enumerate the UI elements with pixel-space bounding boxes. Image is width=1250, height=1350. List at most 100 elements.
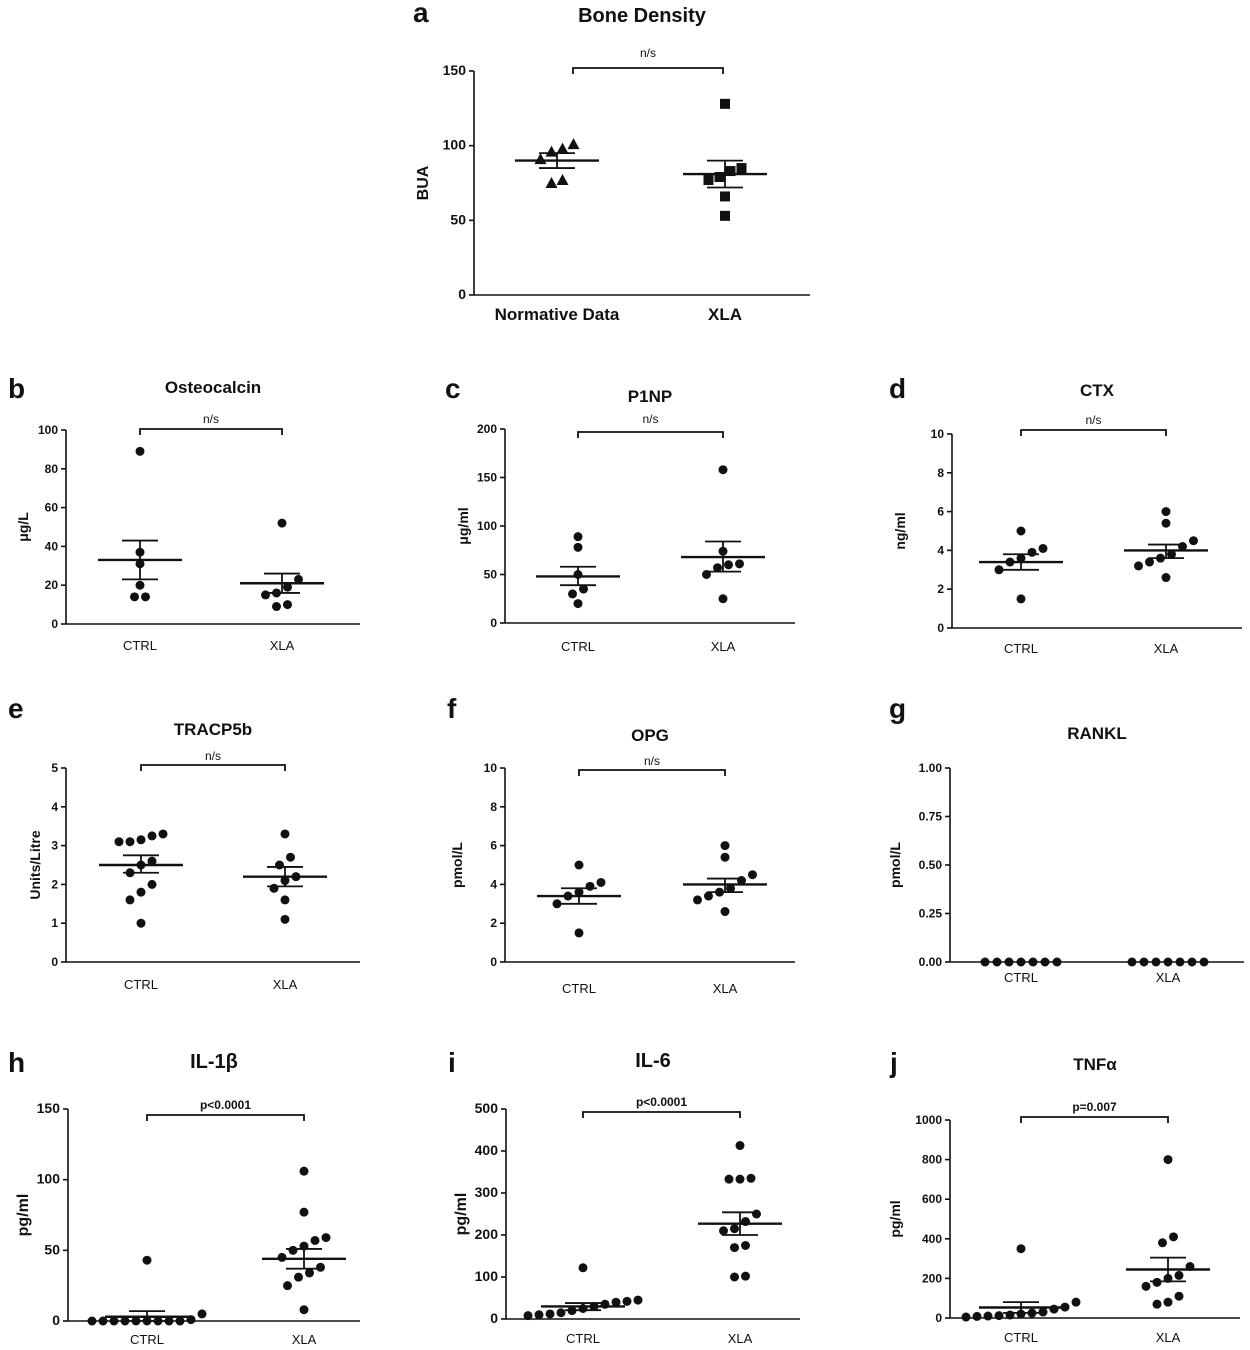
y-axis-label: BUA [415,165,432,200]
x-tick-label: XLA [1156,970,1181,985]
y-tick-label: 50 [44,1241,60,1257]
chart-title: OPG [631,726,669,745]
data-point [120,1316,130,1326]
panel-h: h IL-1β 0 50 100 150 pg/ml CTRL XLA p<0.0001 [8,1047,360,1347]
significance-bracket [582,1111,741,1118]
data-point [1016,526,1026,536]
significance-label: p<0.0001 [200,1098,251,1112]
y-tick-label: 0 [490,955,497,969]
data-point [299,1305,309,1315]
y-tick-label: 50 [484,568,498,582]
y-tick-label: 200 [477,422,497,436]
x-tick-label: CTRL [1004,641,1038,656]
data-point [1016,957,1026,967]
x-tick-label: CTRL [124,977,158,992]
panel-letter: h [8,1047,25,1078]
data-point [1005,1310,1015,1320]
y-tick-label: 0.25 [919,907,943,921]
data-point [735,1141,745,1151]
data-point [534,153,547,165]
data-point [556,142,569,154]
significance-bracket [1020,429,1167,436]
data-point [1158,1238,1167,1248]
data-point [980,957,990,967]
panel-e: e TRACP5b 0 1 2 3 4 5 Units/Litre CTRL XLA n/s [8,693,360,992]
data-point [1151,957,1161,967]
data-point [718,594,728,604]
data-point [158,829,168,839]
data-point [283,582,292,592]
data-point [272,602,281,612]
panel-letter: g [889,693,906,724]
data-point [724,560,733,570]
data-point [568,589,577,599]
data-point [142,1255,152,1265]
y-tick-label: 40 [45,539,59,553]
y-tick-label: 8 [490,800,497,814]
data-point [1152,1277,1162,1287]
data-point [114,837,124,847]
data-point [280,829,290,839]
x-tick-label: XLA [270,638,295,653]
data-point [1040,957,1050,967]
x-tick-label: CTRL [130,1332,164,1347]
significance-bracket [139,428,283,435]
y-tick-label: 8 [937,466,944,480]
chart-title: TRACP5b [174,720,252,739]
y-tick-label: 10 [484,761,498,775]
significance-label: n/s [1085,413,1101,427]
y-tick-label: 80 [45,462,59,476]
data-point [579,584,588,594]
data-point [1139,957,1149,967]
y-tick-label: 4 [51,800,58,814]
significance-label: n/s [205,749,221,763]
data-point [720,98,730,109]
data-point [147,856,157,866]
chart-title: TNFα [1073,1055,1117,1074]
data-point [1161,573,1171,583]
chart-title: Osteocalcin [165,378,261,397]
panel-f: f OPG 0 2 4 6 8 10 pmol/L CTRL XLA n/s [447,693,795,996]
data-point [741,1271,750,1281]
y-tick-label: 400 [922,1232,942,1246]
y-tick-label: 20 [45,578,59,592]
significance-label: n/s [644,754,660,768]
data-point [277,518,287,528]
y-tick-label: 1.00 [919,761,943,775]
y-tick-label: 0.00 [919,955,943,969]
data-point [730,1243,739,1253]
data-point [1038,1307,1048,1317]
panel-b: b Osteocalcin 0 20 40 60 80 100 μg/L CTRL XLA n/s [8,373,360,653]
data-point [746,1173,756,1183]
data-point [713,563,722,573]
data-point [718,465,728,475]
data-point [1016,594,1026,604]
data-point [1134,561,1143,571]
data-point [1071,1297,1081,1307]
panel-g: g RANKL 0.00 0.25 0.50 0.75 1.00 pmol/L CTRL XLA [887,693,1244,985]
significance-bracket [577,431,724,438]
significance-label: p<0.0001 [636,1095,687,1109]
data-point [1199,957,1209,967]
data-point [280,895,290,905]
y-axis-label: Units/Litre [27,830,43,899]
y-tick-label: 150 [477,471,497,485]
data-point [1027,547,1037,557]
significance-bracket [572,67,724,74]
data-point [125,895,135,905]
panel-c: c P1NP 0 50 100 150 200 μg/ml CTRL XLA n/s [445,373,795,654]
data-point [961,1312,971,1322]
y-axis-label: pg/ml [15,1194,32,1237]
y-axis-label: μg/L [15,512,31,542]
data-point [1141,1281,1151,1291]
data-point [164,1316,174,1326]
y-tick-label: 0 [458,286,466,302]
data-point [275,860,284,870]
y-tick-label: 0.75 [919,810,943,824]
y-tick-label: 10 [931,427,945,441]
y-tick-label: 100 [475,1268,499,1284]
data-point [545,1309,555,1319]
data-point [693,895,702,905]
data-point [1038,543,1048,553]
significance-bracket [146,1114,305,1121]
